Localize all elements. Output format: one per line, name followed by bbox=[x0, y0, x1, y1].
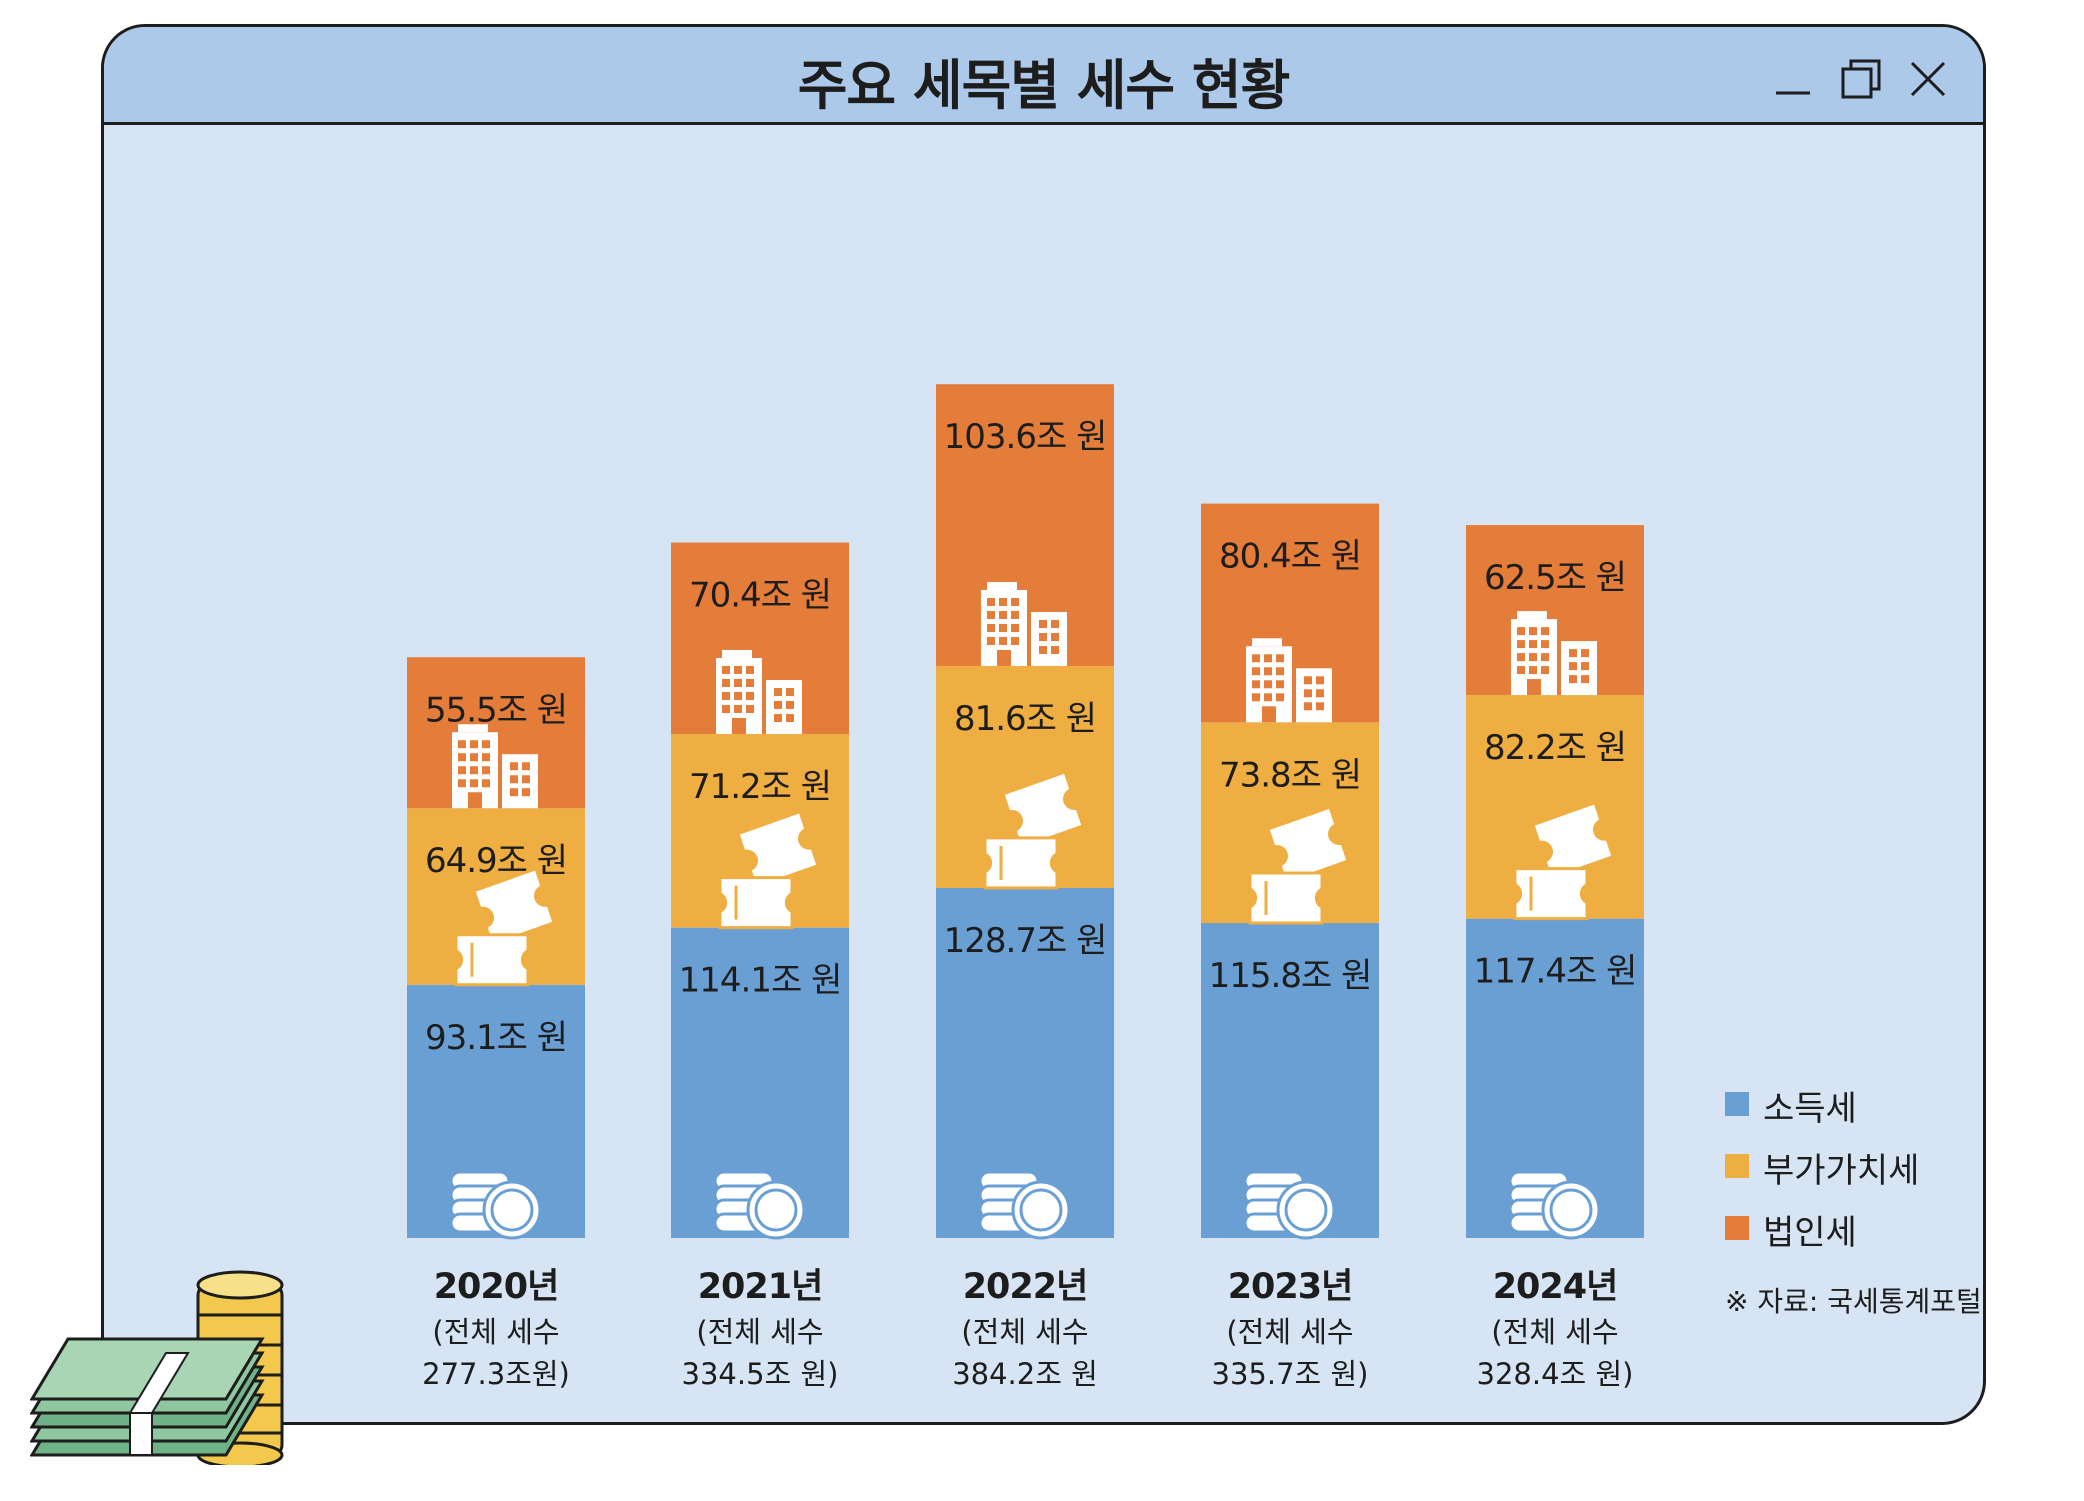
coins-icon bbox=[1243, 1170, 1336, 1240]
value-label: 71.2조 원 bbox=[689, 767, 831, 807]
ticket-icon bbox=[1513, 800, 1615, 921]
coins-icon bbox=[449, 1170, 542, 1240]
legend-swatch bbox=[1725, 1216, 1749, 1240]
source-note: ※ 자료: 국세통계포털 bbox=[1725, 1285, 1982, 1318]
year-label: 2021년 bbox=[698, 1267, 823, 1307]
total-value-label: 384.2조 원 bbox=[952, 1357, 1098, 1391]
value-label: 64.9조 원 bbox=[425, 841, 567, 881]
value-label: 81.6조 원 bbox=[954, 699, 1096, 739]
coins-icon bbox=[713, 1170, 806, 1240]
value-label: 117.4조 원 bbox=[1474, 952, 1637, 992]
total-note-label: (전체 세수 bbox=[1226, 1315, 1353, 1349]
total-note-label: (전체 세수 bbox=[1491, 1315, 1618, 1349]
total-note-label: (전체 세수 bbox=[961, 1315, 1088, 1349]
building-icon bbox=[452, 724, 538, 809]
page-title: 주요 세목별 세수 현황 bbox=[797, 54, 1291, 117]
ticket-icon bbox=[454, 866, 556, 987]
restore-icon[interactable] bbox=[1839, 57, 1883, 101]
title-bar: 주요 세목별 세수 현황 bbox=[104, 27, 1983, 125]
legend-label: 법인세 bbox=[1763, 1213, 1857, 1253]
legend-item-income-tax: 소득세 bbox=[1725, 1085, 2005, 1129]
year-label: 2022년 bbox=[963, 1267, 1088, 1307]
value-label: 80.4조 원 bbox=[1219, 537, 1361, 577]
coins-icon bbox=[978, 1170, 1071, 1240]
legend-swatch bbox=[1725, 1092, 1749, 1116]
value-label: 62.5조 원 bbox=[1484, 558, 1626, 598]
value-label: 115.8조 원 bbox=[1209, 956, 1372, 996]
value-label: 128.7조 원 bbox=[944, 921, 1107, 961]
legend-swatch bbox=[1725, 1154, 1749, 1178]
ticket-icon bbox=[983, 770, 1085, 890]
value-label: 114.1조 원 bbox=[679, 961, 842, 1001]
value-label: 103.6조 원 bbox=[944, 417, 1107, 457]
minimize-icon[interactable] bbox=[1772, 57, 1816, 101]
year-label: 2024년 bbox=[1493, 1267, 1618, 1307]
building-icon bbox=[1246, 638, 1332, 723]
building-icon bbox=[716, 649, 802, 734]
legend-label: 부가가치세 bbox=[1763, 1151, 1920, 1191]
ticket-icon bbox=[718, 809, 820, 930]
building-icon bbox=[981, 581, 1067, 666]
year-label: 2020년 bbox=[434, 1267, 559, 1307]
value-label: 73.8조 원 bbox=[1219, 755, 1361, 795]
year-label: 2023년 bbox=[1228, 1267, 1353, 1307]
total-value-label: 277.3조원) bbox=[422, 1357, 570, 1391]
money-stack-icon bbox=[30, 1270, 284, 1465]
value-label: 55.5조 원 bbox=[425, 690, 567, 730]
coins-icon bbox=[1508, 1170, 1601, 1240]
total-note-label: (전체 세수 bbox=[432, 1315, 559, 1349]
value-label: 82.2조 원 bbox=[1484, 728, 1626, 768]
close-icon[interactable] bbox=[1906, 57, 1950, 101]
building-icon bbox=[1511, 611, 1597, 696]
legend-item-corporate-tax: 법인세 bbox=[1725, 1209, 2005, 1253]
total-note-label: (전체 세수 bbox=[696, 1315, 823, 1349]
value-label: 70.4조 원 bbox=[689, 575, 831, 615]
ticket-icon bbox=[1248, 805, 1350, 925]
value-label: 93.1조 원 bbox=[425, 1018, 567, 1058]
legend-label: 소득세 bbox=[1763, 1089, 1857, 1129]
total-value-label: 334.5조 원) bbox=[682, 1357, 839, 1391]
legend-item-vat: 부가가치세 bbox=[1725, 1147, 2005, 1191]
total-value-label: 335.7조 원) bbox=[1212, 1357, 1369, 1391]
total-value-label: 328.4조 원) bbox=[1477, 1357, 1634, 1391]
